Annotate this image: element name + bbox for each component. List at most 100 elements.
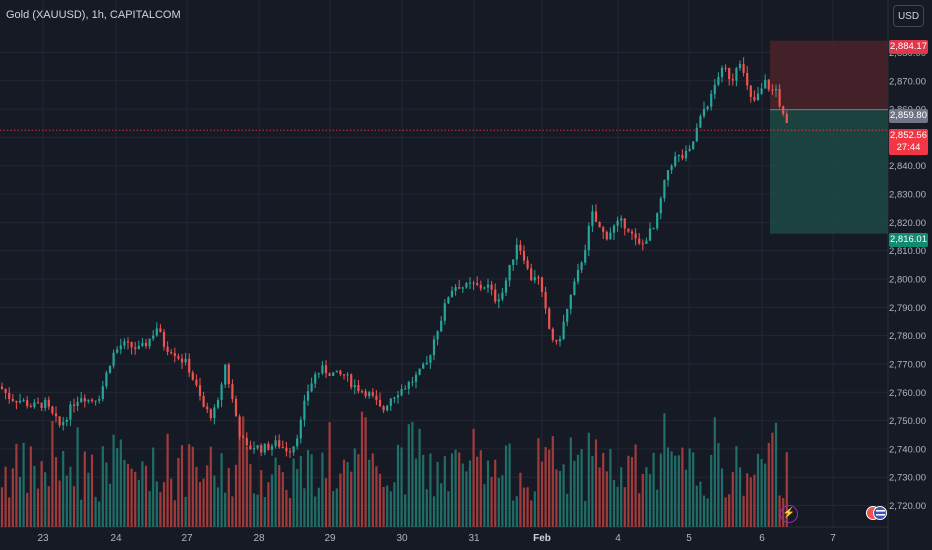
- grid: [0, 0, 889, 550]
- candle-body: [591, 211, 594, 227]
- candle-body: [116, 349, 119, 353]
- candle-body: [137, 345, 140, 350]
- volume-bar: [522, 487, 526, 527]
- candle-body: [533, 277, 536, 281]
- volume-bar: [684, 469, 688, 527]
- candle-body: [256, 445, 259, 449]
- volume-bar: [368, 459, 371, 527]
- volume-bar: [87, 472, 90, 527]
- candle-body: [782, 106, 785, 115]
- volume-bar: [148, 490, 151, 527]
- volume-bar: [540, 461, 544, 527]
- volume-bar: [713, 417, 716, 527]
- volume-bar: [245, 447, 248, 527]
- stop-loss-price-tag[interactable]: 2,884.17: [889, 40, 928, 54]
- volume-bar: [494, 459, 497, 527]
- candle-body: [303, 400, 306, 420]
- candle-body: [522, 250, 526, 261]
- x-tick-label: 27: [181, 533, 193, 544]
- y-tick-label: 2,790.00: [889, 303, 926, 314]
- volume-bar: [249, 464, 252, 527]
- volume-bar: [659, 453, 662, 527]
- candle-body: [112, 352, 115, 366]
- candle-body: [508, 265, 511, 281]
- volume-bar: [623, 487, 626, 527]
- candle-body: [396, 395, 400, 398]
- volume-bar: [724, 497, 727, 527]
- volume-bar: [576, 454, 580, 527]
- candle-body: [375, 395, 378, 400]
- candle-body: [767, 79, 770, 90]
- volume-bar: [173, 500, 176, 527]
- y-tick-label: 2,730.00: [889, 473, 926, 484]
- candle-body: [231, 384, 234, 399]
- candle-body: [785, 114, 788, 124]
- lightning-icon[interactable]: ⚡: [780, 505, 798, 523]
- volume-bar: [170, 478, 173, 527]
- y-tick-label: 2,740.00: [889, 444, 926, 455]
- candle-body: [306, 391, 310, 401]
- candle-body: [702, 108, 706, 117]
- x-tick-label: 4: [615, 533, 621, 544]
- volume-bar: [411, 421, 414, 527]
- volume-bar: [33, 465, 36, 527]
- volume-bar: [504, 445, 508, 527]
- volume-bar: [537, 438, 540, 527]
- volume-bar: [591, 455, 594, 527]
- volume-bar: [112, 434, 115, 527]
- candle-body: [411, 381, 414, 383]
- candle-body: [62, 422, 65, 426]
- candle-body: [774, 88, 778, 91]
- volume-bar: [627, 455, 630, 527]
- volume-bar: [544, 447, 547, 527]
- candle-body: [270, 446, 274, 450]
- candle-body: [339, 370, 342, 375]
- candle-body: [548, 308, 551, 329]
- volume-bar: [731, 472, 734, 527]
- volume-bar: [778, 495, 781, 527]
- volume-bar: [720, 468, 724, 527]
- candle-body: [90, 399, 94, 401]
- candle-body: [83, 398, 86, 402]
- currency-button[interactable]: USD: [893, 5, 924, 27]
- volume-bar: [36, 488, 40, 527]
- candle-body: [450, 290, 454, 298]
- volume-bar: [515, 496, 518, 527]
- volume-bar: [760, 459, 763, 527]
- take-profit-price-tag[interactable]: 2,816.01: [889, 233, 928, 247]
- candle-body: [663, 180, 666, 199]
- volume-bar: [447, 491, 450, 527]
- volume-bar: [260, 470, 263, 527]
- candle-body: [245, 437, 248, 446]
- flags-icon[interactable]: [866, 505, 888, 521]
- volume-bar: [0, 487, 4, 527]
- candle-body: [641, 243, 644, 245]
- volume-bar: [8, 497, 11, 527]
- candle-body: [195, 379, 198, 386]
- candle-body: [159, 328, 162, 332]
- candle-body: [540, 277, 544, 292]
- candle-body: [234, 398, 238, 417]
- candle-body: [51, 406, 54, 414]
- candle-body: [288, 451, 292, 453]
- volume-bar: [58, 480, 61, 527]
- x-tick-label: 5: [686, 533, 692, 544]
- candle-body: [350, 374, 353, 388]
- candle-body: [526, 260, 529, 269]
- candle-body: [724, 67, 727, 69]
- candle-body: [130, 342, 133, 348]
- x-axis[interactable]: 23 24 27 28 29 30 31 Feb 4 5 6 7: [37, 533, 836, 544]
- volume-bar: [353, 448, 356, 527]
- candle-body: [414, 374, 418, 382]
- candle-body: [87, 399, 90, 402]
- candle-body: [33, 402, 36, 408]
- candle-body: [15, 400, 18, 403]
- candle-body: [263, 443, 266, 453]
- candle-body: [666, 170, 670, 181]
- volume-bar: [285, 489, 288, 527]
- current-price-tag[interactable]: 2,852.56 27:44: [889, 129, 928, 155]
- entry-price-tag[interactable]: 2,859.80: [889, 109, 928, 123]
- candle-body: [738, 64, 742, 69]
- y-tick-label: 2,820.00: [889, 218, 926, 229]
